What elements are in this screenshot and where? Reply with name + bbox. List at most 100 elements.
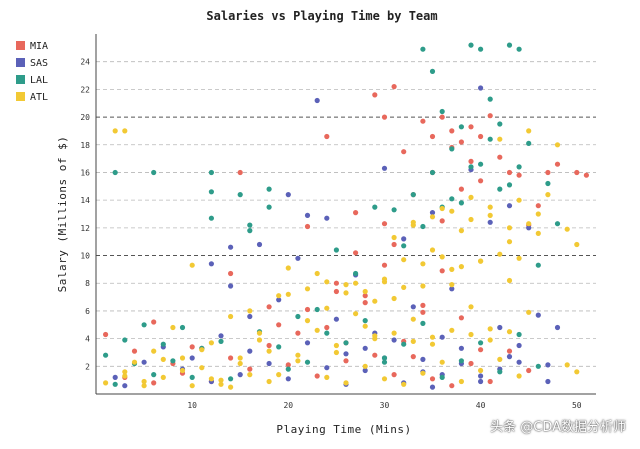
point-mia — [478, 133, 484, 140]
point-atl — [574, 241, 580, 248]
y-tick-label: 4 — [85, 335, 90, 344]
point-mia — [285, 362, 291, 368]
point-sas — [516, 342, 522, 349]
point-mia — [468, 360, 474, 367]
y-tick-label: 2 — [85, 362, 90, 371]
point-lal — [526, 140, 532, 146]
point-sas — [449, 286, 455, 292]
data-points — [103, 42, 590, 390]
point-sas — [535, 312, 541, 318]
point-mia — [429, 376, 436, 382]
point-lal — [401, 243, 407, 249]
point-lal — [497, 186, 503, 192]
point-sas — [506, 354, 513, 360]
point-sas — [304, 340, 311, 346]
point-atl — [535, 230, 541, 236]
point-sas — [391, 337, 397, 343]
point-mia — [478, 178, 484, 184]
point-mia — [583, 172, 590, 178]
point-mia — [458, 315, 464, 321]
y-tick-label: 8 — [85, 279, 90, 288]
point-lal — [497, 369, 503, 375]
point-sas — [218, 333, 224, 339]
point-atl — [304, 318, 311, 324]
point-lal — [189, 374, 195, 380]
point-atl — [449, 208, 455, 214]
point-atl — [381, 376, 388, 382]
point-atl — [487, 337, 493, 343]
legend-label: MIA — [30, 41, 48, 52]
point-lal — [362, 318, 368, 324]
point-atl — [372, 298, 378, 304]
point-atl — [401, 381, 407, 387]
grid — [96, 61, 596, 367]
point-sas — [285, 192, 291, 198]
point-atl — [343, 282, 349, 288]
point-sas — [247, 348, 253, 354]
point-atl — [314, 270, 320, 277]
point-atl — [478, 258, 484, 264]
point-atl — [439, 205, 445, 212]
y-axis-label: Salary (Millions of $) — [56, 136, 69, 293]
point-lal — [353, 270, 359, 277]
point-mia — [304, 223, 311, 230]
point-atl — [122, 373, 128, 379]
point-sas — [324, 215, 330, 221]
point-lal — [429, 68, 436, 74]
point-lal — [295, 313, 301, 320]
point-sas — [554, 324, 561, 331]
point-lal — [458, 124, 464, 130]
point-lal — [208, 189, 214, 195]
point-mia — [362, 293, 368, 299]
point-mia — [391, 372, 397, 378]
point-atl — [122, 128, 128, 134]
point-atl — [487, 212, 493, 218]
point-lal — [247, 228, 253, 234]
point-mia — [420, 118, 426, 124]
x-tick-label: 30 — [380, 401, 390, 410]
point-atl — [449, 327, 455, 333]
point-mia — [574, 169, 580, 176]
point-sas — [381, 165, 388, 171]
point-sas — [506, 203, 513, 209]
point-atl — [458, 264, 464, 270]
point-atl — [353, 280, 359, 286]
point-atl — [429, 214, 436, 220]
point-lal — [381, 355, 388, 361]
point-sas — [478, 378, 484, 385]
point-sas — [410, 304, 416, 310]
point-atl — [285, 291, 291, 297]
point-mia — [487, 378, 493, 385]
point-mia — [506, 348, 513, 354]
point-sas — [208, 261, 214, 267]
point-atl — [295, 352, 301, 358]
point-atl — [449, 282, 455, 288]
point-atl — [304, 286, 311, 292]
point-atl — [141, 378, 147, 385]
point-atl — [237, 355, 243, 361]
point-atl — [391, 330, 397, 336]
point-lal — [516, 46, 522, 52]
point-mia — [391, 241, 397, 248]
point-sas — [324, 365, 330, 371]
point-atl — [372, 336, 378, 342]
point-mia — [487, 113, 493, 119]
point-mia — [545, 169, 551, 176]
point-lal — [151, 372, 157, 378]
point-lal — [141, 322, 147, 328]
point-atl — [410, 219, 416, 225]
point-atl — [324, 279, 330, 285]
point-mia — [401, 149, 407, 155]
point-mia — [324, 133, 330, 140]
point-atl — [160, 356, 166, 362]
point-atl — [256, 330, 263, 336]
point-mia — [381, 221, 388, 227]
point-lal — [468, 42, 474, 48]
y-tick-label: 6 — [85, 307, 90, 316]
point-lal — [208, 215, 214, 221]
point-mia — [295, 330, 301, 336]
point-atl — [199, 365, 205, 371]
point-lal — [237, 192, 243, 198]
point-sas — [458, 345, 464, 351]
